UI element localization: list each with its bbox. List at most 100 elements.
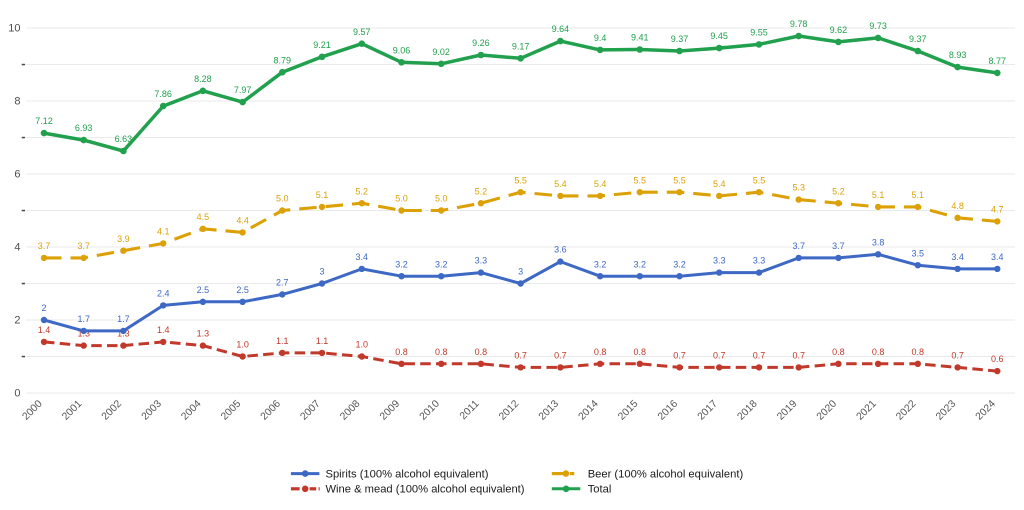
svg-text:2.5: 2.5 (236, 285, 249, 295)
svg-text:5.5: 5.5 (514, 175, 527, 185)
svg-text:2: 2 (14, 314, 20, 326)
svg-text:4.7: 4.7 (991, 205, 1004, 215)
svg-text:0.8: 0.8 (832, 347, 845, 357)
svg-text:3.2: 3.2 (435, 259, 448, 269)
svg-text:8.93: 8.93 (949, 50, 967, 60)
svg-text:8.77: 8.77 (989, 56, 1007, 66)
svg-text:5.2: 5.2 (356, 186, 369, 196)
svg-text:9.4: 9.4 (594, 33, 607, 43)
svg-text:3.3: 3.3 (475, 256, 488, 266)
svg-text:6.63: 6.63 (115, 134, 133, 144)
svg-text:9.45: 9.45 (710, 31, 728, 41)
svg-text:2: 2 (41, 303, 46, 313)
svg-text:9.37: 9.37 (671, 34, 689, 44)
svg-text:0.8: 0.8 (594, 347, 607, 357)
svg-text:5.5: 5.5 (673, 175, 686, 185)
svg-text:4.8: 4.8 (951, 201, 964, 211)
svg-text:1.4: 1.4 (157, 325, 170, 335)
svg-text:3.4: 3.4 (991, 252, 1004, 262)
svg-text:9.41: 9.41 (631, 33, 649, 43)
svg-text:5.5: 5.5 (753, 175, 766, 185)
svg-text:5.0: 5.0 (395, 194, 408, 204)
svg-text:1.1: 1.1 (276, 336, 289, 346)
svg-text:0: 0 (14, 387, 20, 399)
svg-text:8.79: 8.79 (274, 55, 292, 65)
svg-text:0.7: 0.7 (554, 351, 567, 361)
svg-text:Spirits (100% alcohol equivale: Spirits (100% alcohol equivalent) (326, 469, 489, 481)
svg-text:4.5: 4.5 (197, 212, 210, 222)
svg-text:5.1: 5.1 (872, 190, 885, 200)
svg-text:5.4: 5.4 (713, 179, 726, 189)
svg-text:1.7: 1.7 (77, 314, 90, 324)
svg-text:3.2: 3.2 (634, 259, 647, 269)
svg-text:Beer (100% alcohol equivalent): Beer (100% alcohol equivalent) (588, 469, 744, 481)
svg-text:9.78: 9.78 (790, 19, 808, 29)
svg-text:9.62: 9.62 (830, 25, 848, 35)
svg-text:1.4: 1.4 (38, 325, 51, 335)
svg-text:3.3: 3.3 (753, 256, 766, 266)
svg-text:9.55: 9.55 (750, 28, 768, 38)
svg-text:3.6: 3.6 (554, 245, 567, 255)
svg-text:3: 3 (518, 267, 523, 277)
svg-text:3.7: 3.7 (832, 241, 845, 251)
svg-text:0.8: 0.8 (634, 347, 647, 357)
svg-text:9.57: 9.57 (353, 27, 371, 37)
svg-text:3.8: 3.8 (872, 237, 885, 247)
svg-text:1.0: 1.0 (236, 340, 249, 350)
svg-text:1.7: 1.7 (117, 314, 130, 324)
svg-text:0.8: 0.8 (475, 347, 488, 357)
svg-text:3: 3 (319, 267, 324, 277)
svg-text:5.5: 5.5 (634, 175, 647, 185)
svg-text:9.37: 9.37 (909, 34, 927, 44)
svg-text:9.64: 9.64 (552, 24, 570, 34)
svg-text:5.2: 5.2 (475, 186, 488, 196)
svg-text:Wine & mead (100% alcohol equi: Wine & mead (100% alcohol equivalent) (326, 484, 525, 496)
svg-text:2.7: 2.7 (276, 278, 289, 288)
svg-text:0.8: 0.8 (912, 347, 925, 357)
svg-text:5.1: 5.1 (316, 190, 329, 200)
svg-text:7.97: 7.97 (234, 85, 252, 95)
svg-text:6.93: 6.93 (75, 123, 93, 133)
svg-text:5.0: 5.0 (435, 194, 448, 204)
svg-text:3.9: 3.9 (117, 234, 130, 244)
svg-text:2.4: 2.4 (157, 289, 170, 299)
svg-text:1.0: 1.0 (356, 340, 369, 350)
svg-text:3.7: 3.7 (38, 241, 51, 251)
svg-text:2.5: 2.5 (197, 285, 210, 295)
svg-text:0.8: 0.8 (395, 347, 408, 357)
svg-text:3.4: 3.4 (356, 252, 369, 262)
svg-text:3.7: 3.7 (77, 241, 90, 251)
svg-text:3.5: 3.5 (912, 248, 925, 258)
svg-text:0.7: 0.7 (951, 351, 964, 361)
svg-text:5.0: 5.0 (276, 194, 289, 204)
svg-text:8: 8 (14, 95, 20, 107)
svg-text:10: 10 (8, 22, 20, 34)
svg-text:4.1: 4.1 (157, 227, 170, 237)
svg-text:7.12: 7.12 (35, 116, 53, 126)
svg-text:8.28: 8.28 (194, 74, 212, 84)
svg-text:0.7: 0.7 (514, 351, 527, 361)
svg-text:0.8: 0.8 (435, 347, 448, 357)
svg-text:0.7: 0.7 (713, 351, 726, 361)
svg-text:9.21: 9.21 (313, 40, 331, 50)
svg-text:4: 4 (14, 241, 20, 253)
svg-text:3.2: 3.2 (395, 259, 408, 269)
svg-text:0.8: 0.8 (872, 347, 885, 357)
svg-text:3.2: 3.2 (673, 259, 686, 269)
svg-text:Total: Total (588, 484, 612, 496)
svg-text:9.17: 9.17 (512, 41, 530, 51)
svg-text:5.3: 5.3 (792, 183, 805, 193)
svg-text:5.1: 5.1 (912, 190, 925, 200)
svg-text:4.4: 4.4 (236, 216, 249, 226)
svg-text:5.4: 5.4 (594, 179, 607, 189)
svg-text:1.1: 1.1 (316, 336, 329, 346)
svg-text:9.06: 9.06 (393, 45, 411, 55)
svg-text:7.86: 7.86 (154, 89, 172, 99)
svg-text:9.73: 9.73 (869, 21, 887, 31)
svg-text:1.3: 1.3 (197, 329, 210, 339)
svg-text:6: 6 (14, 168, 20, 180)
svg-text:5.2: 5.2 (832, 186, 845, 196)
svg-text:3.4: 3.4 (951, 252, 964, 262)
svg-text:0.7: 0.7 (753, 351, 766, 361)
svg-text:3.7: 3.7 (792, 241, 805, 251)
